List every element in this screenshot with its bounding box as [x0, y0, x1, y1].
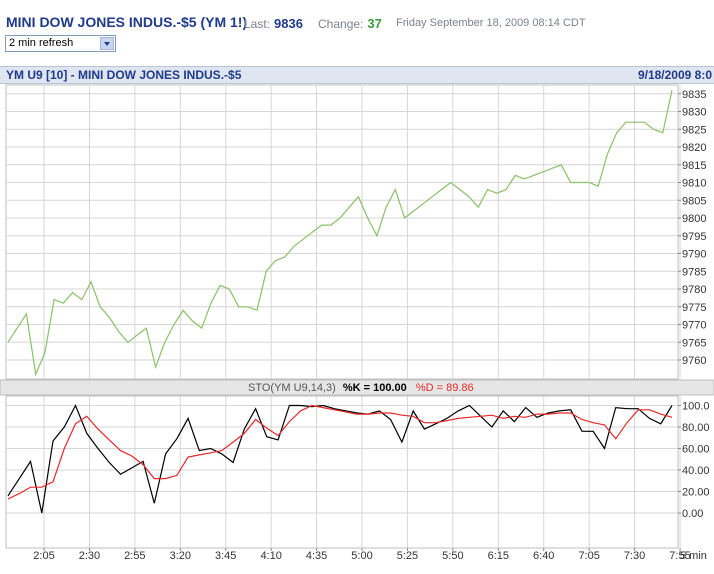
price-grid — [6, 85, 681, 379]
chevron-down-icon[interactable] — [100, 37, 114, 50]
chart-header: YM U9 [10] - MINI DOW JONES INDUS.-$5 9/… — [0, 66, 714, 84]
sto-y-tick-label: 20.00 — [682, 487, 710, 499]
x-tick-label: 3:20 — [170, 550, 191, 562]
sto-d-line — [7, 404, 673, 500]
price-series — [7, 90, 673, 377]
chart-date: 9/18/2009 8:0 — [637, 68, 712, 82]
price-panel: 9760 9765 9770 9775 9780 9785 9790 9795 9800 9805… — [5, 84, 706, 380]
k-value: %K = 100.00 — [343, 382, 407, 394]
sto-y-tick-label: 0.00 — [682, 508, 703, 520]
price-y-tick-label: 9770 — [682, 320, 706, 332]
sto-k-line — [7, 404, 673, 514]
x-tick-label: 7:30 — [624, 550, 645, 562]
x-tick-label: 2:05 — [33, 550, 54, 562]
price-y-tick-label: 9805 — [682, 195, 706, 207]
price-y-tick-label: 9785 — [682, 266, 706, 278]
change: Change: 37 — [318, 16, 382, 31]
sto-grid — [6, 396, 681, 548]
d-value: %D = 89.86 — [416, 382, 474, 394]
price-y-tick-label: 9790 — [682, 249, 706, 261]
price-line — [7, 90, 673, 377]
price-y-tick-label: 9810 — [682, 178, 706, 190]
sto-y-tick-label: 80.00 — [682, 422, 710, 434]
x-tick-label: 4:10 — [260, 550, 281, 562]
change-label: Change: — [318, 17, 364, 31]
quote-datetime: Friday September 18, 2009 08:14 CDT — [396, 17, 586, 29]
x-tick-label: 7:55 — [669, 550, 690, 562]
quote-header: MINI DOW JONES INDUS.-$5 (YM 1!) Last: 98… — [0, 0, 714, 34]
price-y-tick-label: 9825 — [682, 124, 706, 136]
indicator-name: STO(YM U9,14,3) — [248, 382, 336, 394]
price-y-tick-label: 9815 — [682, 160, 706, 172]
x-tick-label: 3:45 — [215, 550, 236, 562]
stochastic-panel: 0.00 20.00 40.00 60.00 80.00 100.0 — [5, 395, 710, 549]
sto-y-tick-label: 100.0 — [682, 401, 710, 413]
sto-series — [7, 404, 673, 514]
sto-plot-frame — [5, 395, 679, 549]
chart-title: YM U9 [10] - MINI DOW JONES INDUS.-$5 — [6, 68, 242, 82]
x-axis: 2:05 2:30 2:55 3:20 3:45 4:10 4:35 5:00 5:25 5:50… — [33, 548, 691, 562]
sto-y-tick-label: 40.00 — [682, 465, 710, 477]
x-unit-label: 5 min — [680, 550, 707, 562]
price-y-tick-label: 9830 — [682, 107, 706, 119]
indicator-label-bar — [0, 379, 714, 396]
last-value: 9836 — [274, 16, 303, 31]
x-tick-label: 5:50 — [442, 550, 463, 562]
x-tick-label: 5:00 — [351, 550, 372, 562]
x-tick-label: 2:55 — [124, 550, 145, 562]
sto-y-axis: 0.00 20.00 40.00 60.00 80.00 100.0 — [678, 401, 710, 520]
last-price: Last: 9836 — [244, 16, 303, 31]
x-tick-label: 6:40 — [533, 550, 554, 562]
price-y-tick-label: 9765 — [682, 337, 706, 349]
price-y-tick-label: 9780 — [682, 284, 706, 296]
x-tick-label: 7:05 — [578, 550, 599, 562]
symbol-title: MINI DOW JONES INDUS.-$5 (YM 1!) — [6, 14, 248, 30]
price-y-axis: 9760 9765 9770 9775 9780 9785 9790 9795 9800 9805… — [678, 89, 706, 367]
refresh-select[interactable]: 2 min refresh — [5, 35, 116, 52]
last-label: Last: — [244, 17, 271, 31]
price-y-tick-label: 9760 — [682, 355, 706, 367]
price-y-tick-label: 9835 — [682, 89, 706, 101]
price-y-tick-label: 9795 — [682, 231, 706, 243]
price-y-tick-label: 9820 — [682, 142, 706, 154]
x-tick-label: 6:15 — [488, 550, 509, 562]
price-y-tick-label: 9775 — [682, 302, 706, 314]
refresh-select-value: 2 min refresh — [9, 37, 74, 49]
x-tick-label: 5:25 — [397, 550, 418, 562]
change-value: 37 — [367, 16, 382, 31]
x-tick-label: 4:35 — [306, 550, 327, 562]
price-y-tick-label: 9800 — [682, 213, 706, 225]
x-tick-label: 2:30 — [79, 550, 100, 562]
sto-y-tick-label: 60.00 — [682, 444, 710, 456]
indicator-label: STO(YM U9,14,3) %K = 100.00 %D = 89.86 — [248, 382, 474, 394]
